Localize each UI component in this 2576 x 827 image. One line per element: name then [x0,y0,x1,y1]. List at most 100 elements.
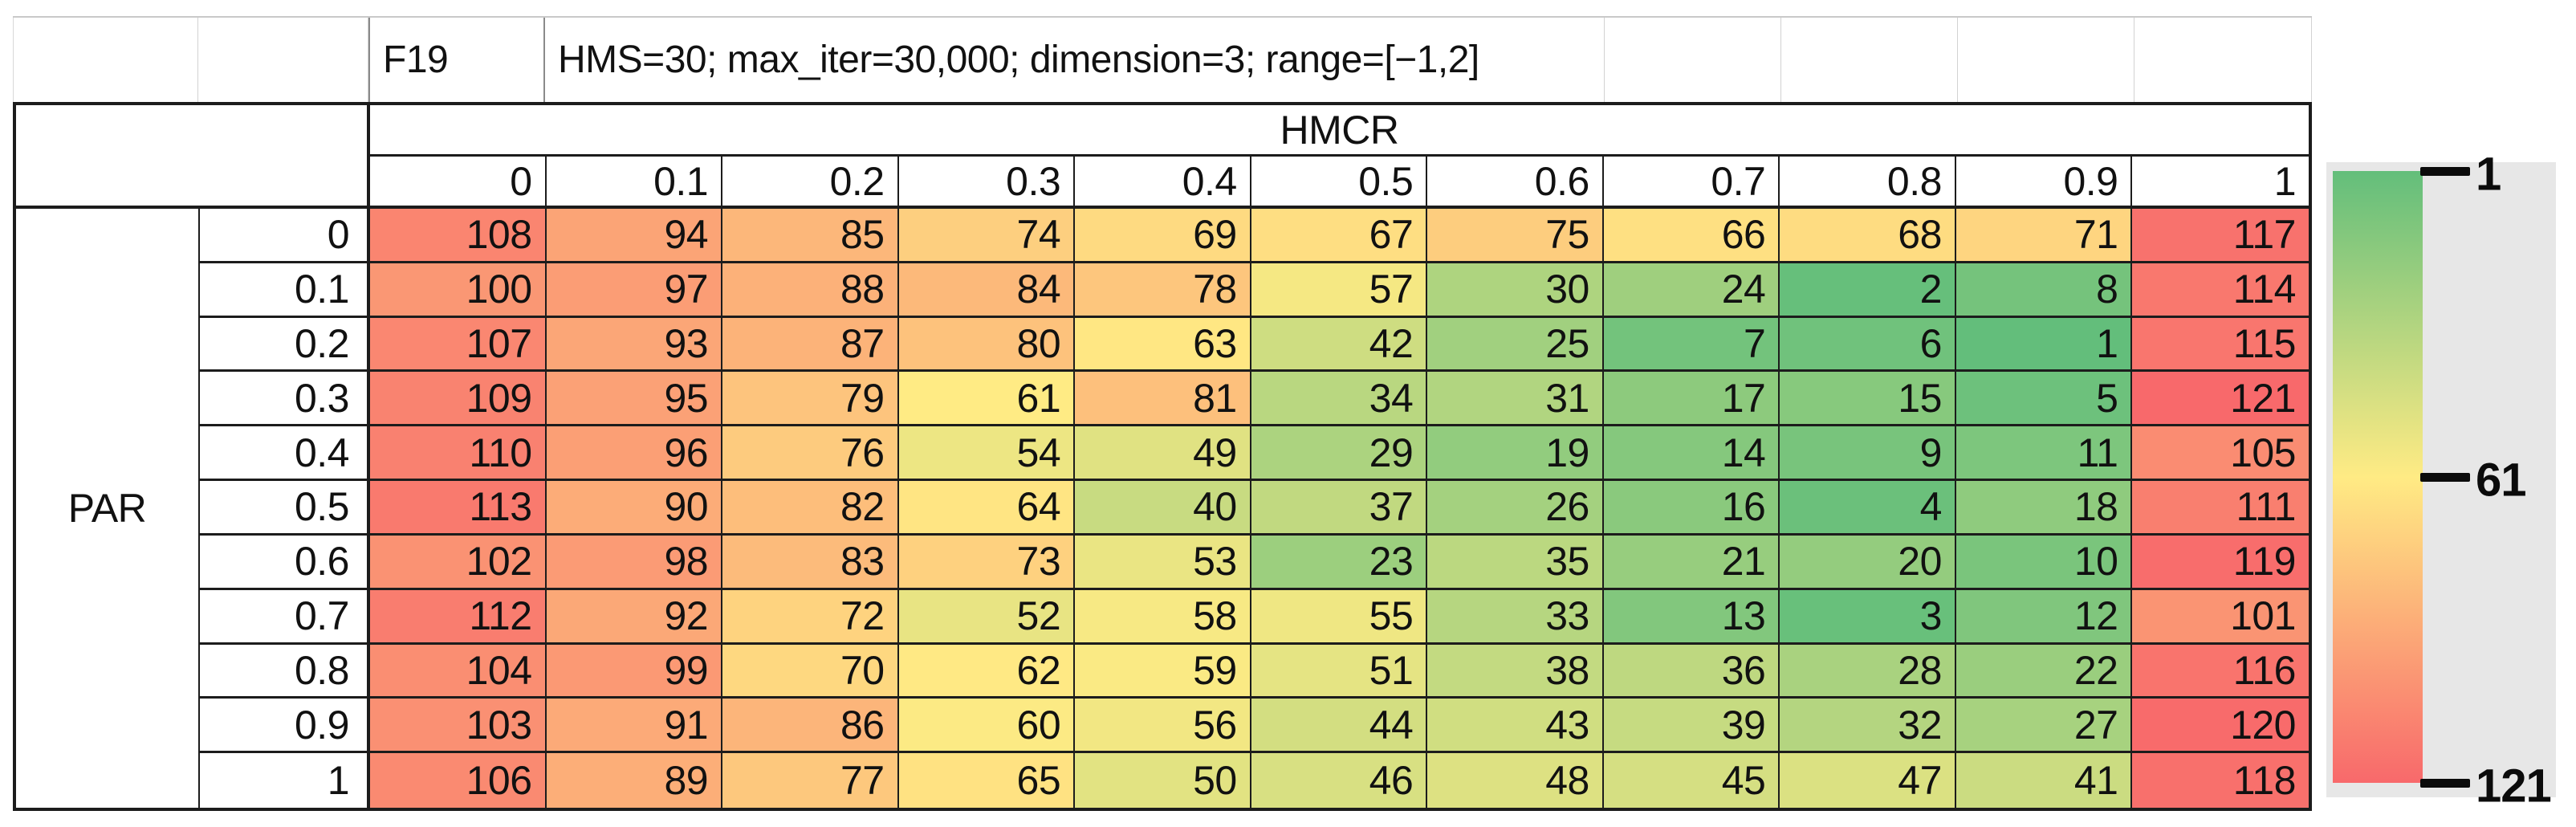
heat-cell[interactable]: 32 [1780,699,1956,754]
heat-cell[interactable]: 117 [2132,209,2309,263]
row-header-0.8[interactable]: 0.8 [200,644,370,699]
column-header-0.9[interactable]: 0.9 [1955,157,2133,209]
heat-cell[interactable]: 85 [722,209,899,263]
heat-cell[interactable]: 39 [1603,699,1780,754]
column-header-0.3[interactable]: 0.3 [898,157,1076,209]
heat-cell[interactable]: 7 [1603,317,1780,373]
heat-cell[interactable]: 70 [722,644,899,699]
heat-cell[interactable]: 2 [1780,263,1956,318]
title-empty-cell-f[interactable] [2134,18,2312,102]
heat-cell[interactable]: 61 [898,372,1076,427]
col-axis-label[interactable]: HMCR [370,105,2309,157]
heat-cell[interactable]: 87 [722,317,899,373]
row-header-0.2[interactable]: 0.2 [200,317,370,373]
heat-cell[interactable]: 91 [546,699,723,754]
title-empty-cell-a[interactable] [13,18,198,102]
heat-cell[interactable]: 67 [1251,209,1428,263]
column-header-0.7[interactable]: 0.7 [1603,157,1780,209]
heat-cell[interactable]: 64 [898,481,1076,536]
heat-cell[interactable]: 121 [2132,372,2309,427]
heat-cell[interactable]: 28 [1780,644,1956,699]
heat-cell[interactable]: 54 [898,426,1076,482]
heat-cell[interactable]: 55 [1251,589,1428,645]
heat-cell[interactable]: 97 [546,263,723,318]
heat-cell[interactable]: 69 [1075,209,1251,263]
column-header-0.5[interactable]: 0.5 [1251,157,1428,209]
heat-cell[interactable]: 113 [370,481,547,536]
heat-cell[interactable]: 46 [1251,753,1428,808]
heat-cell[interactable]: 76 [722,426,899,482]
column-header-1[interactable]: 1 [2132,157,2309,209]
heat-cell[interactable]: 80 [898,317,1076,373]
heat-cell[interactable]: 108 [370,209,547,263]
heat-cell[interactable]: 53 [1075,535,1251,590]
row-header-1[interactable]: 1 [200,753,370,808]
row-header-0.4[interactable]: 0.4 [200,426,370,482]
heat-cell[interactable]: 89 [546,753,723,808]
heat-cell[interactable]: 17 [1603,372,1780,427]
heat-cell[interactable]: 82 [722,481,899,536]
heat-cell[interactable]: 118 [2132,753,2309,808]
heat-cell[interactable]: 26 [1427,481,1604,536]
heat-cell[interactable]: 30 [1427,263,1604,318]
heat-cell[interactable]: 57 [1251,263,1428,318]
heat-cell[interactable]: 107 [370,317,547,373]
heat-cell[interactable]: 50 [1075,753,1251,808]
heat-cell[interactable]: 9 [1780,426,1956,482]
heat-cell[interactable]: 60 [898,699,1076,754]
row-axis-label[interactable]: PAR [16,209,200,808]
heat-cell[interactable]: 10 [1955,535,2133,590]
heat-cell[interactable]: 63 [1075,317,1251,373]
heat-cell[interactable]: 92 [546,589,723,645]
heat-cell[interactable]: 75 [1427,209,1604,263]
title-empty-cell-c[interactable] [1605,18,1781,102]
heat-cell[interactable]: 6 [1780,317,1956,373]
title-empty-cell-d[interactable] [1781,18,1958,102]
heat-cell[interactable]: 101 [2132,589,2309,645]
heat-cell[interactable]: 43 [1427,699,1604,754]
heat-cell[interactable]: 100 [370,263,547,318]
heat-cell[interactable]: 95 [546,372,723,427]
heat-cell[interactable]: 47 [1780,753,1956,808]
column-header-0.8[interactable]: 0.8 [1780,157,1956,209]
heat-cell[interactable]: 103 [370,699,547,754]
heat-cell[interactable]: 78 [1075,263,1251,318]
heat-cell[interactable]: 41 [1955,753,2133,808]
heat-cell[interactable]: 112 [370,589,547,645]
heat-cell[interactable]: 110 [370,426,547,482]
function-label-cell[interactable]: F19 [368,18,545,102]
heat-cell[interactable]: 88 [722,263,899,318]
heat-cell[interactable]: 31 [1427,372,1604,427]
heat-cell[interactable]: 34 [1251,372,1428,427]
corner-cell[interactable] [16,105,370,209]
heat-cell[interactable]: 36 [1603,644,1780,699]
heat-cell[interactable]: 102 [370,535,547,590]
heat-cell[interactable]: 25 [1427,317,1604,373]
heat-cell[interactable]: 106 [370,753,547,808]
heat-cell[interactable]: 48 [1427,753,1604,808]
row-header-0.1[interactable]: 0.1 [200,263,370,318]
heat-cell[interactable]: 13 [1603,589,1780,645]
row-header-0.5[interactable]: 0.5 [200,481,370,536]
heat-cell[interactable]: 4 [1780,481,1956,536]
heat-cell[interactable]: 114 [2132,263,2309,318]
heat-cell[interactable]: 115 [2132,317,2309,373]
heat-cell[interactable]: 23 [1251,535,1428,590]
heat-cell[interactable]: 51 [1251,644,1428,699]
heat-cell[interactable]: 40 [1075,481,1251,536]
title-empty-cell-b[interactable] [198,18,368,102]
heat-cell[interactable]: 29 [1251,426,1428,482]
heat-cell[interactable]: 18 [1955,481,2133,536]
heat-cell[interactable]: 99 [546,644,723,699]
heat-cell[interactable]: 59 [1075,644,1251,699]
heat-cell[interactable]: 74 [898,209,1076,263]
heat-cell[interactable]: 71 [1955,209,2133,263]
heat-cell[interactable]: 52 [898,589,1076,645]
column-header-0.2[interactable]: 0.2 [722,157,899,209]
heat-cell[interactable]: 49 [1075,426,1251,482]
heat-cell[interactable]: 65 [898,753,1076,808]
heat-cell[interactable]: 77 [722,753,899,808]
heat-cell[interactable]: 104 [370,644,547,699]
column-header-0.4[interactable]: 0.4 [1075,157,1251,209]
heat-cell[interactable]: 56 [1075,699,1251,754]
